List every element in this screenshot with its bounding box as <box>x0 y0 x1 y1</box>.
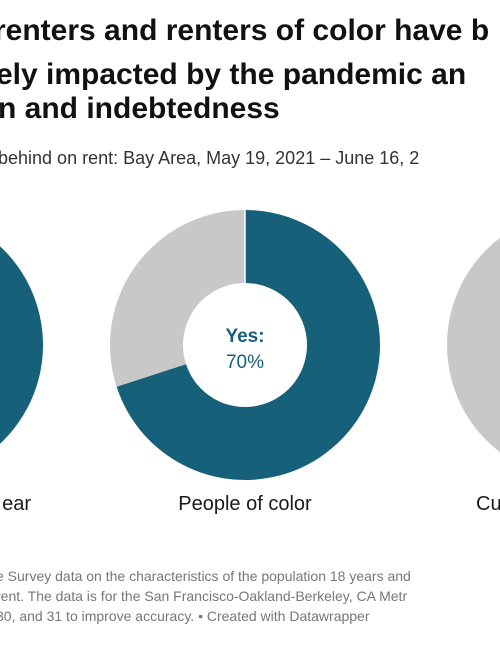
chart-title-line-3: n and indebtedness <box>0 92 280 125</box>
donut-2-slice-yes <box>116 210 380 480</box>
chart-title-line-2: ely impacted by the pandemic an <box>0 58 467 91</box>
donut-3: Cu <box>447 237 500 515</box>
donut-2: Yes: 70% People of color <box>109 210 380 515</box>
donut-1: ear <box>0 246 43 515</box>
donut-2-label: People of color <box>178 493 312 515</box>
donut-2-slice-no <box>109 210 245 387</box>
chart-subtitle: behind on rent: Bay Area, May 19, 2021 –… <box>0 148 420 168</box>
donut-1-label: ear <box>2 493 31 515</box>
donut-3-label: Cu <box>476 493 500 515</box>
source-note-line-3: 30, and 31 to improve accuracy. • Create… <box>0 608 370 624</box>
source-note-line-1: e Survey data on the characteristics of … <box>0 568 411 584</box>
source-note-line-2: rent. The data is for the San Francisco-… <box>0 588 408 604</box>
donut-2-center-label: Yes: <box>225 326 264 347</box>
donut-1-slice-yes <box>0 246 43 444</box>
donut-chart: ear Yes: 70% People of color Cu <box>0 210 500 515</box>
donut-3-slice-no <box>447 237 500 453</box>
donut-2-center-value: 70% <box>226 352 264 373</box>
chart-title-line-1: renters and renters of color have b <box>0 14 490 47</box>
